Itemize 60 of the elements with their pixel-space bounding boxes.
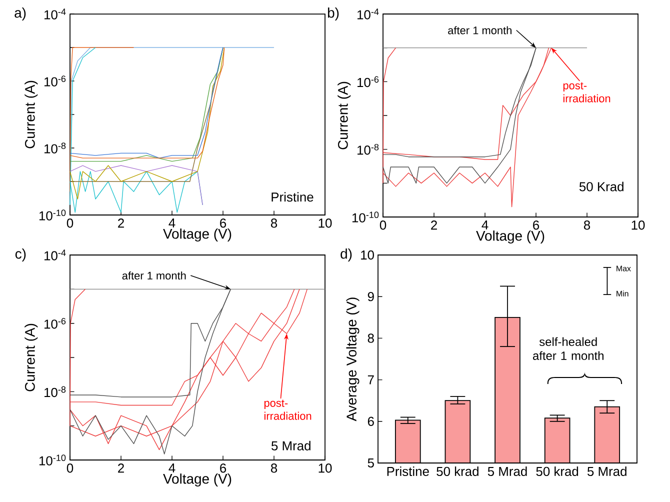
x-tick-label: 2 bbox=[118, 218, 124, 228]
chart-title: c) bbox=[15, 248, 26, 262]
x-tick-label: 10 bbox=[632, 220, 645, 230]
chart-title: b) bbox=[328, 8, 339, 20]
x-tick-label: 0 bbox=[66, 218, 74, 228]
x-axis-title: Voltage (V) bbox=[163, 474, 232, 487]
annotation: after 1 month bbox=[122, 271, 186, 280]
x-tick-label: 2 bbox=[118, 464, 124, 473]
y-tick-label: 10$^{-8}$ bbox=[44, 142, 66, 154]
x-tick-label: 50 krad bbox=[536, 466, 578, 476]
y-tick-label: 10$^{-4}$ bbox=[358, 8, 379, 20]
x-tick-label: 0 bbox=[380, 220, 386, 230]
y-tick-label: 7 bbox=[368, 375, 374, 384]
x-axis-title: Voltage (V) bbox=[476, 230, 544, 244]
y-axis-title: Current (A) bbox=[338, 82, 351, 150]
y-tick-label: 10$^{-6}$ bbox=[358, 76, 379, 88]
y-tick-label: 10$^{-10}$ bbox=[39, 454, 66, 466]
y-tick-label: 8 bbox=[368, 334, 374, 343]
annotation: 5 Mrad bbox=[271, 440, 310, 450]
x-tick-label: 5 Mrad bbox=[488, 466, 527, 476]
x-tick-label: Pristine bbox=[387, 466, 429, 476]
x-tick-label: 8 bbox=[584, 220, 590, 230]
x-tick-label: 10 bbox=[318, 218, 332, 228]
y-tick-label: 10 bbox=[361, 250, 374, 260]
y-tick-label: 10$^{-8}$ bbox=[44, 386, 66, 398]
y-tick-label: 10$^{-6}$ bbox=[44, 76, 66, 86]
y-tick-label: 10$^{-4}$ bbox=[44, 8, 66, 20]
y-tick-label: 5 bbox=[368, 458, 374, 468]
x-tick-label: 6 bbox=[220, 464, 226, 473]
y-tick-label: 9 bbox=[368, 292, 374, 302]
annotation: 50 Krad bbox=[579, 182, 624, 192]
y-axis-title: Current (A) bbox=[24, 324, 38, 392]
x-tick-label: 6 bbox=[533, 220, 540, 230]
y-tick-label: 10$^{-10}$ bbox=[352, 212, 379, 222]
x-tick-label: 5 Mrad bbox=[587, 466, 626, 476]
chart-title: a) bbox=[14, 8, 26, 21]
x-tick-label: 2 bbox=[431, 220, 437, 230]
x-tick-label: 10 bbox=[318, 464, 332, 473]
y-axis-title: Average Voltage (V) bbox=[346, 298, 360, 422]
y-tick-label: 10$^{-4}$ bbox=[44, 250, 66, 260]
y-axis-title: Current (A) bbox=[24, 80, 38, 148]
x-tick-label: 4 bbox=[168, 464, 176, 472]
y-tick-label: 10$^{-8}$ bbox=[358, 144, 379, 155]
annotation: Pristine bbox=[272, 192, 314, 202]
x-tick-label: 0 bbox=[66, 464, 74, 473]
chart-title: d) bbox=[340, 248, 352, 262]
x-tick-label: 6 bbox=[220, 218, 226, 228]
x-tick-label: 4 bbox=[482, 220, 488, 230]
x-tick-label: 50 krad bbox=[436, 466, 478, 476]
y-tick-label: 10$^{-6}$ bbox=[44, 318, 66, 329]
x-tick-label: 4 bbox=[168, 218, 176, 228]
y-tick-label: 6 bbox=[368, 416, 374, 426]
x-tick-label: 8 bbox=[270, 218, 278, 228]
annotation: post-irradiation bbox=[563, 82, 610, 102]
annotation: after 1 month bbox=[448, 26, 512, 34]
y-tick-label: 10$^{-10}$ bbox=[39, 210, 66, 220]
annotation: self-healed after 1 month bbox=[532, 337, 604, 360]
x-axis-title: Voltage (V) bbox=[163, 228, 232, 242]
annotation: post-irradiation bbox=[264, 400, 312, 420]
x-tick-label: 8 bbox=[270, 464, 278, 473]
